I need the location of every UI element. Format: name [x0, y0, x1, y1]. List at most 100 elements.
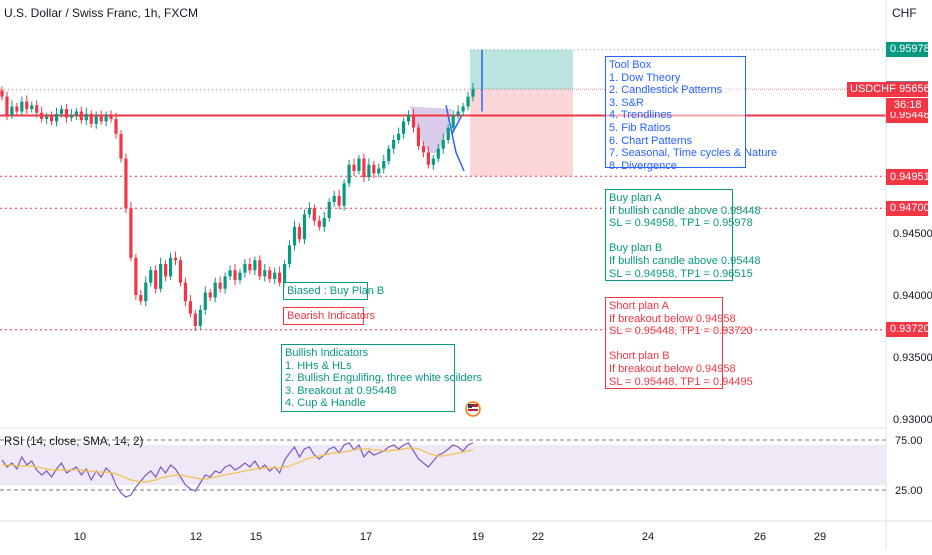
candle-body: [79, 111, 83, 121]
candle-body: [139, 295, 143, 302]
candle-body: [164, 264, 168, 277]
y-tick-label: 0.94500: [893, 228, 932, 240]
candle-body: [466, 96, 470, 107]
y-tick-label: 0.93000: [893, 414, 932, 426]
candles-layer: [0, 82, 475, 331]
toolbox-line: 5. Fib Ratios: [609, 121, 671, 134]
candle-body: [292, 226, 297, 246]
candle-body: [173, 257, 178, 261]
candle-body: [347, 164, 351, 184]
bar-countdown: 36:18: [886, 97, 928, 112]
candle-body: [362, 158, 366, 178]
candle-body: [451, 115, 455, 128]
toolbox-note[interactable]: Tool Box 1. Dow Theory 2. Candlestick Patt…: [605, 56, 778, 172]
toolbox-line: 7. Seasonal, Time cycles & Nature: [609, 147, 778, 160]
candle-body: [223, 276, 227, 289]
x-tick-label: 24: [642, 531, 654, 543]
candle-body: [218, 282, 222, 289]
candle-body: [198, 309, 202, 326]
event-icon-stripe: [468, 409, 478, 411]
bearish-indicators-note[interactable]: Bearish Indicators: [283, 307, 376, 325]
candle-body: [0, 90, 4, 97]
buy_plans-line: If bullish candle above 0.95448: [609, 204, 761, 217]
toolbox-line: 4. Trendlines: [609, 109, 672, 122]
candle-body: [104, 115, 108, 122]
candle-body: [40, 112, 44, 119]
candle-body: [471, 89, 475, 97]
bullish-indicators-note[interactable]: Bullish Indicators 1. HHs & HLs 2. Bullish…: [281, 344, 482, 412]
rsi-band: [0, 445, 886, 485]
take-profit-zone: [470, 49, 573, 90]
x-tick-label: 29: [814, 531, 826, 543]
candle-body: [119, 133, 123, 159]
short_plans-line: SL = 0.95448, TP1 = 0.94495: [609, 375, 753, 388]
event-icon-stripe: [468, 404, 478, 407]
rsi-line: [1, 442, 474, 498]
candle-body: [20, 101, 24, 112]
currency-label: CHF: [892, 6, 917, 20]
candle-body: [406, 115, 411, 122]
candle-body: [263, 270, 267, 277]
candle-body: [382, 161, 386, 169]
candle-body: [421, 146, 426, 153]
price-tag: 0.95978: [886, 42, 930, 58]
bullish-line: 2. Bullish Engulifing, three white soild…: [285, 372, 482, 385]
candle-body: [377, 168, 381, 174]
short_plans-line: Short plan B: [609, 350, 670, 363]
buy_plans-line: [609, 230, 729, 243]
rsi-legend: RSI (14, close, SMA, 14, 2): [4, 436, 144, 448]
handle-trendline: [445, 105, 465, 172]
candle-body: [35, 105, 39, 113]
biased-note[interactable]: Biased : Buy Plan B: [283, 282, 384, 300]
x-tick-label: 26: [754, 531, 766, 543]
candle-body: [446, 127, 450, 140]
candle-body: [144, 282, 148, 302]
cup-shape: [410, 106, 452, 154]
candle-body: [342, 183, 346, 206]
buy_plans-line: If bullish candle above 0.95448: [609, 254, 761, 267]
candle-body: [327, 202, 331, 219]
candle-body: [149, 270, 153, 283]
short-plans-note[interactable]: Short plan A If breakout below 0.94958 SL …: [605, 297, 753, 389]
candle-body: [287, 245, 292, 264]
bullish-line: Bullish Indicators: [285, 347, 369, 359]
candle-body: [367, 164, 371, 178]
candle-body: [193, 313, 197, 326]
buy_plans-line: SL = 0.94958, TP1 = 0.96515: [609, 267, 753, 280]
candle-body: [168, 257, 173, 277]
candle-body: [387, 148, 391, 162]
toolbox-line: Tool Box: [609, 59, 652, 71]
candle-body: [99, 116, 103, 122]
candle-body: [392, 140, 396, 149]
candle-body: [431, 158, 435, 165]
x-tick-label: 19: [472, 531, 484, 543]
candle-body: [178, 260, 183, 283]
candle-body: [84, 113, 88, 121]
price-tag: 0.94951: [886, 169, 930, 185]
candle-body: [15, 106, 19, 112]
position-zones: [410, 49, 573, 177]
candle-body: [352, 164, 356, 171]
candle-body: [441, 140, 445, 149]
candle-body: [253, 260, 257, 271]
candle-body: [297, 226, 302, 240]
x-tick-label: 17: [360, 531, 372, 543]
candle-body: [188, 301, 192, 314]
price-tag: 0.95448: [886, 107, 930, 123]
buy-plans-note[interactable]: Buy plan A If bullish candle above 0.9544…: [605, 189, 761, 281]
candle-body: [426, 152, 430, 165]
candle-body: [45, 116, 49, 119]
bearish-line: Bearish Indicators: [287, 310, 376, 322]
buy_plans-line: Buy plan A: [609, 192, 662, 204]
candle-body: [59, 109, 64, 114]
candle-body: [278, 272, 282, 283]
bullish-line: 4. Cup & Handle: [285, 397, 366, 410]
candle-body: [273, 272, 277, 279]
symbol-tag: USDCHF: [847, 82, 899, 98]
candle-body: [258, 260, 262, 277]
candle-body: [461, 106, 465, 112]
chart-title: U.S. Dollar / Swiss Franc, 1h, FXCM: [4, 6, 199, 20]
candle-body: [302, 214, 307, 240]
